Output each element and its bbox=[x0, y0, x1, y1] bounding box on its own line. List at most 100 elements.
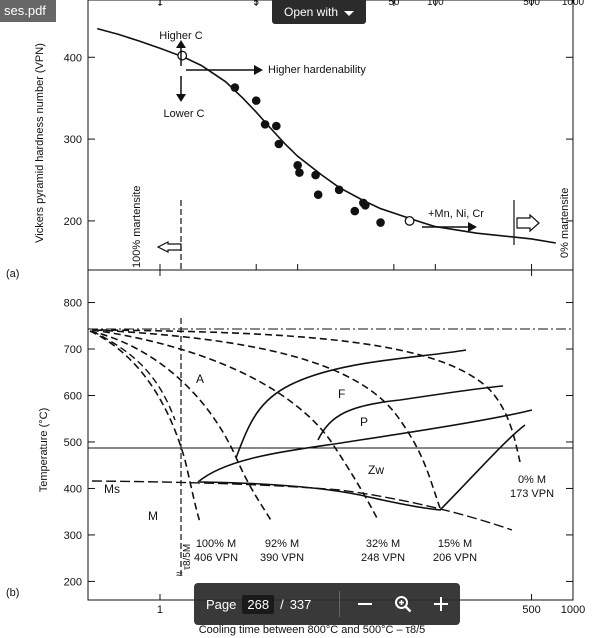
cct-y-tick-label: 200 bbox=[64, 576, 82, 588]
magnifier-icon bbox=[395, 596, 412, 613]
cct-x-ticks: 1 500 1000 bbox=[157, 270, 585, 616]
zoom-out-button[interactable] bbox=[346, 586, 384, 622]
cct-y-tick-label: 500 bbox=[64, 437, 82, 449]
cooling-curve-label-15: 15% M 206 VPN bbox=[433, 538, 477, 564]
alloying-label: +Mn, Ni, Cr bbox=[428, 208, 484, 220]
hardness-x-tick-label: 50 bbox=[388, 0, 400, 8]
page-label: Page bbox=[206, 596, 237, 612]
curve-label-0-pct: 0% M bbox=[518, 474, 546, 486]
higher-c-arrowhead bbox=[176, 40, 186, 48]
martensite-0-arrow bbox=[516, 213, 540, 233]
file-name-label: ses.pdf bbox=[0, 0, 56, 22]
curve-label-92-pct: 92% M bbox=[265, 538, 299, 550]
hardness-data-point bbox=[260, 120, 270, 129]
region-label-a: A bbox=[196, 372, 204, 386]
cct-x-axis-label: Cooling time between 800°C and 500°C – τ… bbox=[199, 624, 426, 636]
cct-x-tick-label: 1 bbox=[157, 604, 163, 616]
hardness-data-point bbox=[376, 218, 385, 227]
hardness-x-tick-label: 100 bbox=[427, 0, 444, 8]
cooling-curve-label-32: 32% M 248 VPN bbox=[361, 538, 405, 564]
cct-y-tick-label: 700 bbox=[64, 344, 82, 356]
hardness-data-point bbox=[350, 206, 360, 216]
tau-approx-glyph: ≈ bbox=[176, 567, 183, 581]
curve-label-0-vpn: 173 VPN bbox=[510, 488, 554, 500]
hardness-x-tick-label: 500 bbox=[523, 0, 540, 8]
cooling-curve-15 bbox=[94, 329, 441, 509]
hardness-open-point bbox=[177, 50, 188, 61]
cooling-curve-extra bbox=[91, 330, 176, 421]
ms-line bbox=[91, 480, 513, 531]
cooling-curve-label-92: 92% M 390 VPN bbox=[260, 538, 304, 564]
hardenability-arrowhead bbox=[254, 65, 263, 75]
cct-plot-frame bbox=[87, 269, 574, 601]
curve-label-32-pct: 32% M bbox=[366, 538, 400, 550]
page-separator: / bbox=[280, 596, 284, 612]
curve-label-100-pct: 100% M bbox=[196, 538, 236, 550]
curve-label-15-vpn: 206 VPN bbox=[433, 552, 477, 564]
lower-c-arrowhead bbox=[176, 94, 186, 102]
page-indicator: Page 268 / 337 bbox=[194, 594, 333, 614]
higher-c-label: Higher C bbox=[159, 30, 202, 42]
hardness-open-point bbox=[404, 215, 415, 226]
plus-icon bbox=[434, 597, 449, 611]
hardness-y-axis-label: Vickers pyramid hardness number (VPN) bbox=[34, 43, 46, 243]
cooling-curve-0 bbox=[99, 329, 521, 463]
hardness-data-point bbox=[313, 190, 323, 200]
curve-label-32-vpn: 248 VPN bbox=[361, 552, 405, 564]
zw-finish bbox=[199, 424, 526, 511]
open-with-button[interactable]: Open with bbox=[272, 0, 366, 24]
hardness-data-point bbox=[251, 96, 261, 105]
hardness-x-ticks: 1510501005001000 bbox=[157, 0, 585, 270]
region-label-p: P bbox=[360, 415, 368, 429]
panel-b-label: (b) bbox=[6, 587, 19, 599]
tau-m-label: τ8/5M bbox=[182, 544, 193, 570]
cct-y-ticks: 200 300 400 500 600 700 800 bbox=[64, 298, 573, 588]
region-label-m: M bbox=[148, 509, 158, 523]
region-label-ms: Ms bbox=[104, 482, 120, 496]
higher-hardenability-label: Higher hardenability bbox=[268, 64, 366, 76]
hardness-data-point bbox=[311, 170, 320, 180]
current-page-field[interactable]: 268 bbox=[242, 594, 275, 614]
hardness-data-point bbox=[295, 168, 304, 177]
zoom-reset-button[interactable] bbox=[384, 586, 422, 622]
curve-label-92-vpn: 390 VPN bbox=[260, 552, 304, 564]
hardness-data-point bbox=[361, 201, 370, 210]
pearlite-start bbox=[317, 385, 504, 441]
hardness-y-tick-label: 300 bbox=[64, 134, 82, 146]
ferrite-start bbox=[235, 349, 467, 459]
cct-y-tick-label: 400 bbox=[64, 483, 82, 495]
region-label-f: F bbox=[338, 387, 345, 401]
minus-icon bbox=[358, 603, 373, 605]
hardness-data-points bbox=[230, 83, 385, 227]
hardness-x-tick-label: 1000 bbox=[562, 0, 585, 8]
total-pages: 337 bbox=[289, 596, 312, 612]
hardness-y-ticks: 200 300 400 bbox=[64, 52, 573, 228]
page-navigation-bar: Page 268 / 337 bbox=[194, 583, 460, 625]
hardness-data-point bbox=[334, 185, 344, 195]
cct-y-tick-label: 600 bbox=[64, 390, 82, 402]
hardness-y-tick-label: 200 bbox=[64, 216, 82, 228]
cct-x-tick-label: 500 bbox=[522, 604, 540, 616]
curve-label-100-vpn: 406 VPN bbox=[194, 552, 238, 564]
hardness-y-tick-label: 400 bbox=[64, 52, 82, 64]
hardness-x-tick-label: 1 bbox=[157, 0, 163, 8]
alloying-arrowhead bbox=[468, 222, 477, 232]
hardness-data-point bbox=[272, 121, 281, 131]
zoom-in-button[interactable] bbox=[422, 586, 460, 622]
chevron-down-icon bbox=[344, 10, 355, 16]
lower-c-label: Lower C bbox=[164, 108, 205, 120]
cct-y-tick-label: 300 bbox=[64, 530, 82, 542]
cooling-curve-label-0: 0% M 173 VPN bbox=[510, 474, 554, 500]
cooling-curve-32 bbox=[91, 329, 379, 521]
cooling-curve-92 bbox=[89, 330, 273, 523]
martensite-0-label: 0% martensite bbox=[559, 188, 571, 258]
zw-start bbox=[197, 409, 533, 483]
curve-label-15-pct: 15% M bbox=[438, 538, 472, 550]
hardness-x-tick-label: 5 bbox=[253, 0, 259, 8]
hardness-data-point bbox=[230, 83, 240, 92]
cct-y-tick-label: 800 bbox=[64, 298, 82, 310]
